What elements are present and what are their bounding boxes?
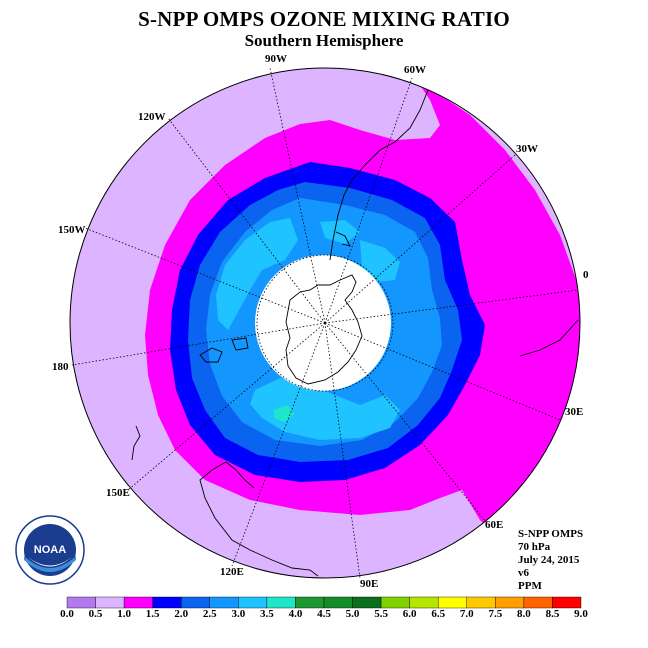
lon-label: 180 bbox=[52, 361, 69, 373]
colorbar-tick-label: 0.0 bbox=[60, 608, 74, 620]
lon-label: 120E bbox=[220, 566, 244, 578]
colorbar-swatch bbox=[466, 596, 496, 609]
colorbar-tick-label: 6.0 bbox=[402, 608, 417, 620]
ozone-field bbox=[70, 68, 580, 578]
colorbar-swatch bbox=[123, 596, 153, 609]
noaa-logo-text: NOAA bbox=[34, 544, 66, 556]
colorbar-tick-label: 7.5 bbox=[488, 608, 503, 620]
colorbar-tick-label: 2.5 bbox=[202, 608, 217, 620]
lon-label: 30W bbox=[516, 143, 538, 155]
colorbar-swatch bbox=[352, 596, 382, 609]
lon-label: 150E bbox=[106, 487, 130, 499]
colorbar-swatch bbox=[323, 596, 353, 609]
lon-label: 120W bbox=[138, 111, 166, 123]
lon-label: 90W bbox=[265, 53, 287, 65]
noaa-logo: NOAA bbox=[15, 515, 85, 585]
lon-label: 60W bbox=[404, 64, 426, 76]
band-3-0-to-3-5 bbox=[250, 378, 400, 440]
colorbar-swatch bbox=[438, 596, 467, 609]
colorbar-tick-label: 7.0 bbox=[459, 608, 474, 620]
colorbar-tick-label: 4.5 bbox=[317, 608, 331, 620]
instrument-label: S-NPP OMPS bbox=[518, 528, 584, 540]
colorbar-tick-label: 5.5 bbox=[374, 608, 388, 620]
coastlines bbox=[131, 89, 579, 577]
units-label: PPM bbox=[518, 580, 542, 592]
colorbar-tick-label: 6.5 bbox=[431, 608, 446, 620]
lon-label: 90E bbox=[360, 578, 378, 590]
polar-night-cap bbox=[255, 255, 391, 391]
version-label: v6 bbox=[518, 567, 529, 579]
colorbar-tick-label: 4.0 bbox=[288, 608, 303, 620]
lon-label: 150W bbox=[58, 224, 86, 236]
band-3-0-to-3-5 bbox=[320, 220, 360, 244]
lon-label: 0 bbox=[583, 269, 589, 281]
longitude-labels: 90W 60W 30W 0 30E 60E 90E 120E 150E 180 … bbox=[52, 53, 589, 590]
pressure-level-label: 70 hPa bbox=[518, 541, 551, 553]
colorbar-swatch bbox=[523, 596, 553, 609]
map-border bbox=[69, 67, 581, 579]
colorbar-swatch bbox=[380, 596, 410, 609]
colorbar-swatch bbox=[209, 596, 239, 609]
colorbar-swatch bbox=[552, 596, 582, 609]
colorbar-tick-label: 1.5 bbox=[145, 608, 160, 620]
band-3-0-to-3-5 bbox=[216, 218, 298, 330]
colorbar-swatch bbox=[95, 596, 125, 609]
colorbar-tick-label: 0.5 bbox=[88, 608, 103, 620]
band-3-5-to-4-0 bbox=[274, 405, 294, 422]
colorbar-swatch bbox=[295, 596, 325, 609]
lon-label: 60E bbox=[485, 519, 503, 531]
colorbar-tick-label: 8.5 bbox=[545, 608, 560, 620]
colorbar-swatch bbox=[266, 596, 296, 609]
graticule bbox=[71, 67, 579, 579]
date-label: July 24, 2015 bbox=[518, 554, 580, 566]
colorbar-swatch bbox=[152, 596, 182, 609]
colorbar-tick-label: 8.0 bbox=[517, 608, 531, 620]
colorbar-swatch bbox=[66, 596, 96, 609]
colorbar-tick-label: 2.0 bbox=[174, 608, 189, 620]
colorbar-swatch bbox=[181, 596, 210, 609]
colorbar-swatch bbox=[238, 596, 268, 609]
colorbar-tick-label: 3.0 bbox=[231, 608, 246, 620]
colorbar-swatch bbox=[495, 596, 525, 609]
colorbar-swatch bbox=[409, 596, 439, 609]
map-title: S-NPP OMPS OZONE MIXING RATIO bbox=[138, 7, 510, 31]
lon-label: 30E bbox=[565, 406, 583, 418]
colorbar-tick-label: 5.0 bbox=[345, 608, 360, 620]
map-subtitle: Southern Hemisphere bbox=[244, 31, 404, 50]
colorbar-tick-label: 9.0 bbox=[574, 608, 588, 620]
colorbar-tick-label: 3.5 bbox=[260, 608, 274, 620]
colorbar bbox=[66, 596, 582, 609]
colorbar-tick-label: 1.0 bbox=[117, 608, 131, 620]
